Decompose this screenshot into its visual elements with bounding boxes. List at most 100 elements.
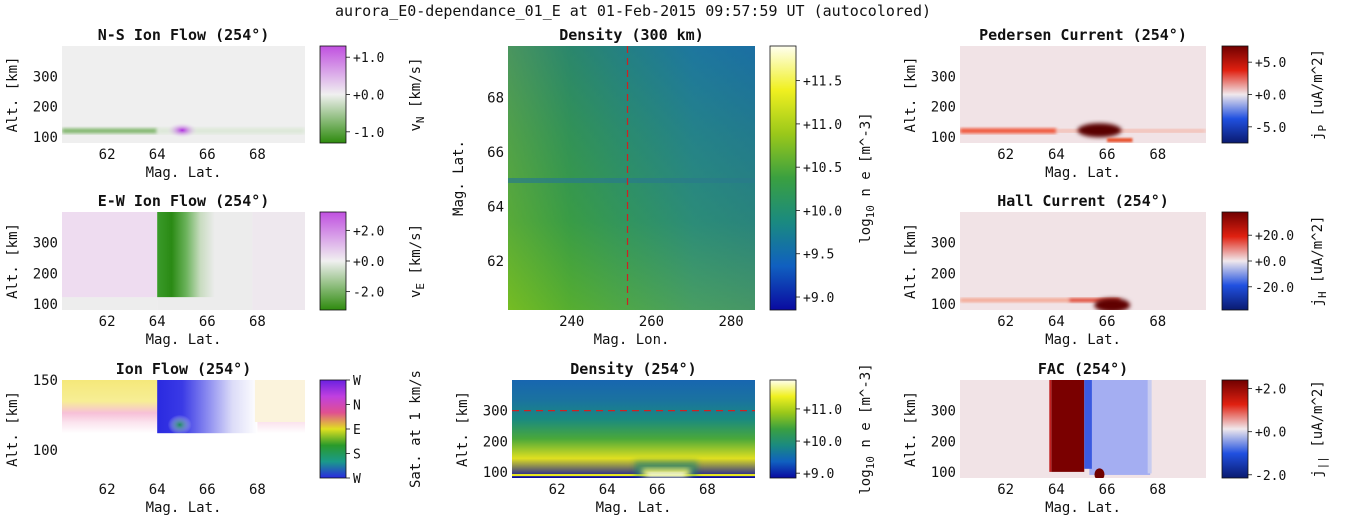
colorbar-tick-label: +0.0	[1255, 426, 1286, 441]
colorbar-label: vN [km/s]	[408, 57, 427, 131]
x-tick-label: 64	[599, 482, 616, 498]
colorbar	[769, 45, 797, 311]
panel-title: Hall Current (254°)	[997, 192, 1169, 210]
x-tick-label: 64	[149, 147, 166, 163]
x-tick-label: 260	[639, 314, 664, 330]
panel-title: FAC (254°)	[1038, 360, 1128, 378]
colorbar-tick-label: +1.0	[353, 51, 384, 66]
x-tick-label: 68	[249, 482, 266, 498]
panel-title: E-W Ion Flow (254°)	[98, 192, 270, 210]
colorbar-label: vE [km/s]	[408, 224, 427, 298]
colorbar-tick-label: +10.0	[803, 435, 842, 450]
colorbar-tick-label: +0.0	[1255, 89, 1286, 104]
colorbar-label: jP [uA/m^2]	[1310, 49, 1329, 140]
panel-title: Density (254°)	[570, 360, 696, 378]
x-tick-label: 66	[649, 482, 666, 498]
heatmap-field	[62, 380, 305, 478]
x-tick-label: 68	[1149, 147, 1166, 163]
colorbar-tick-label: +11.0	[803, 403, 842, 418]
colorbar-tick-label: +10.0	[803, 204, 842, 219]
x-tick-label: 64	[149, 314, 166, 330]
colorbar-label: j|| [uA/m^2]	[1310, 380, 1329, 478]
colorbar-tick-label: +9.0	[803, 291, 834, 306]
y-axis-label: Alt. [km]	[903, 223, 919, 299]
x-tick-label: 68	[1149, 314, 1166, 330]
x-axis-label: Mag. Lat.	[146, 332, 222, 348]
y-tick-label: 200	[931, 266, 956, 282]
x-tick-label: 62	[997, 314, 1014, 330]
colorbar	[1221, 45, 1249, 144]
y-axis-label: Alt. [km]	[903, 391, 919, 467]
y-tick-label: 300	[33, 236, 58, 252]
y-axis-label: Alt. [km]	[455, 391, 471, 467]
x-tick-label: 280	[718, 314, 743, 330]
y-tick-label: 200	[33, 100, 58, 116]
y-tick-label: 300	[33, 69, 58, 85]
heatmap-field	[960, 212, 1206, 310]
colorbar	[769, 379, 797, 479]
y-tick-label: 100	[33, 443, 58, 459]
x-tick-label: 64	[149, 482, 166, 498]
y-tick-label: 100	[33, 297, 58, 313]
y-axis-label: Alt. [km]	[5, 57, 21, 133]
x-axis-label: Mag. Lon.	[594, 332, 670, 348]
y-tick-label: 300	[931, 236, 956, 252]
colorbar-tick-label: +2.0	[353, 224, 384, 239]
panel-title: Density (300 km)	[559, 26, 704, 44]
heatmap-field	[512, 380, 755, 478]
colorbar-label: log10 n e [m^-3]	[858, 363, 877, 494]
x-tick-label: 66	[199, 314, 216, 330]
colorbar-tick-label: +5.0	[1255, 56, 1286, 71]
x-tick-label: 64	[1048, 482, 1065, 498]
colorbar-tick-label: +9.5	[803, 248, 834, 263]
y-tick-label: 100	[483, 465, 508, 481]
panel-pedersen_current: Pedersen Current (254°) 62 64 66 68 100 200 300…	[903, 26, 1329, 181]
y-tick-label: 62	[487, 254, 504, 270]
x-tick-label: 62	[99, 147, 116, 163]
y-tick-label: 100	[931, 130, 956, 146]
panel-density_300km: Density (300 km) 240 260 280 62 64 66 68 Mag. Lo…	[451, 26, 877, 348]
colorbar	[319, 45, 347, 144]
x-tick-label: 68	[1149, 482, 1166, 498]
x-axis-label: Mag. Lat.	[1045, 332, 1121, 348]
y-axis-label: Alt. [km]	[5, 223, 21, 299]
y-axis-label: Mag. Lat.	[451, 140, 467, 216]
colorbar-tick-label: -20.0	[1255, 281, 1294, 296]
colorbar-tick-label: +0.0	[353, 89, 384, 104]
colorbar-tick-label: +0.0	[1255, 255, 1286, 270]
colorbar-tick-label: W	[353, 374, 361, 389]
y-tick-label: 200	[33, 266, 58, 282]
panel-fac: FAC (254°) 62 64 66 68 100 200 300 Mag. Lat. Alt.…	[903, 360, 1329, 516]
colorbar	[319, 211, 347, 311]
x-tick-label: 66	[1099, 314, 1116, 330]
colorbar-tick-label: +20.0	[1255, 229, 1294, 244]
panel-title: N-S Ion Flow (254°)	[98, 26, 270, 44]
x-tick-label: 62	[99, 482, 116, 498]
colorbar-tick-label: -5.0	[1255, 121, 1286, 136]
colorbar-tick-label: +11.0	[803, 118, 842, 133]
colorbar-tick-label: E	[353, 423, 361, 438]
colorbar-tick-label: -2.0	[1255, 469, 1286, 484]
heatmap-field	[960, 46, 1206, 143]
figure-title: aurora_E0-dependance_01_E at 01-Feb-2015…	[335, 2, 931, 20]
panel-ew_ion_flow: E-W Ion Flow (254°) 62 64 66 68 100 200 300 Mag.…	[5, 192, 427, 348]
colorbar-tick-label: +2.0	[1255, 383, 1286, 398]
x-tick-label: 64	[1048, 314, 1065, 330]
heatmap-field	[508, 46, 755, 310]
x-tick-label: 68	[699, 482, 716, 498]
y-tick-label: 100	[931, 297, 956, 313]
y-tick-label: 300	[931, 69, 956, 85]
panel-density_254: Density (254°) 62 64 66 68 100 200 300 Mag. Lat.…	[455, 360, 877, 516]
colorbar-label: log10 n e [m^-3]	[858, 112, 877, 243]
panel-title: Ion Flow (254°)	[116, 360, 251, 378]
x-tick-label: 62	[99, 314, 116, 330]
colorbar	[319, 379, 347, 479]
panel-title: Pedersen Current (254°)	[979, 26, 1187, 44]
x-tick-label: 64	[1048, 147, 1065, 163]
colorbar-tick-label: +0.0	[353, 255, 384, 270]
colorbar	[1221, 379, 1249, 479]
colorbar-tick-label: -2.0	[353, 286, 384, 301]
panel-ion_flow: Ion Flow (254°) 62 64 66 68 100 150 Mag. Lat. Al…	[5, 360, 424, 516]
heatmap-field	[62, 46, 305, 143]
panel-ns_ion_flow: N-S Ion Flow (254°) 62 64 66 68 100 200 300 Mag.…	[5, 26, 427, 181]
